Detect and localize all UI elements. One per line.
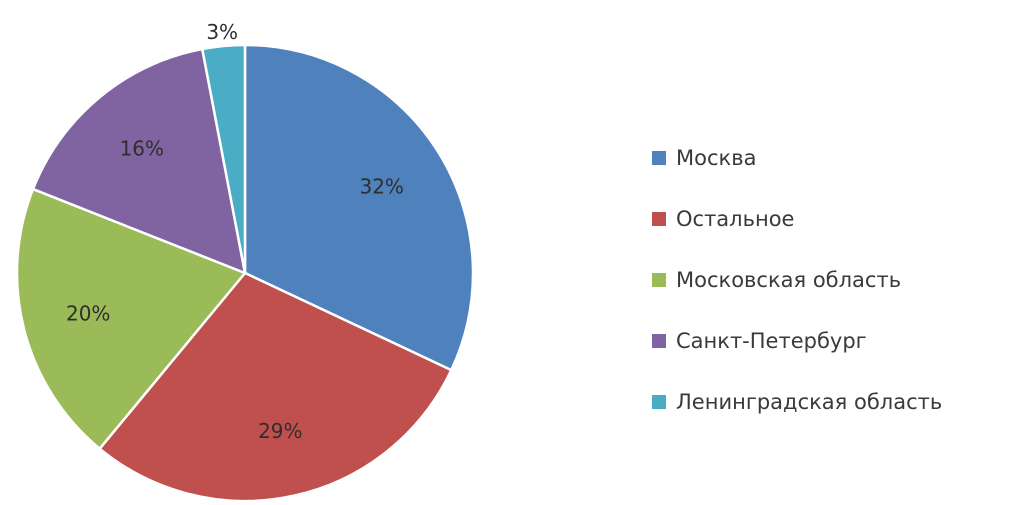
legend-label-москва: Москва: [676, 146, 756, 170]
pie-slice-московская-область: [15, 187, 248, 451]
data-label-москва: 32%: [359, 174, 403, 198]
legend-label-ленинградская-область: Ленинградская область: [676, 390, 942, 414]
pie-slice-санкт-петербург: [31, 47, 247, 275]
legend-swatch-остальное: [652, 212, 666, 226]
legend-swatch-московская-область: [652, 273, 666, 287]
legend-swatch-москва: [652, 151, 666, 165]
data-label-остальное: 29%: [258, 419, 302, 443]
pie-slice-москва: [243, 43, 475, 372]
pie-slices: [15, 43, 475, 503]
legend-swatch-санкт-петербург: [652, 334, 666, 348]
pie-slice-ленинградская-область: [200, 43, 247, 274]
data-label-московская-область: 20%: [66, 301, 110, 325]
legend-label-остальное: Остальное: [676, 207, 794, 231]
legend-label-санкт-петербург: Санкт-Петербург: [676, 329, 867, 353]
pie-data-labels: 32% 29% 20% 16% 3%: [66, 20, 404, 443]
legend: Москва Остальное Московская область Санкт-П…: [652, 146, 942, 414]
legend-swatch-ленинградская-область: [652, 395, 666, 409]
data-label-ленинградская-область: 3%: [206, 20, 238, 44]
data-label-санкт-петербург: 16%: [120, 136, 164, 160]
legend-label-московская-область: Московская область: [676, 268, 901, 292]
pie-slice-остальное: [97, 271, 453, 503]
